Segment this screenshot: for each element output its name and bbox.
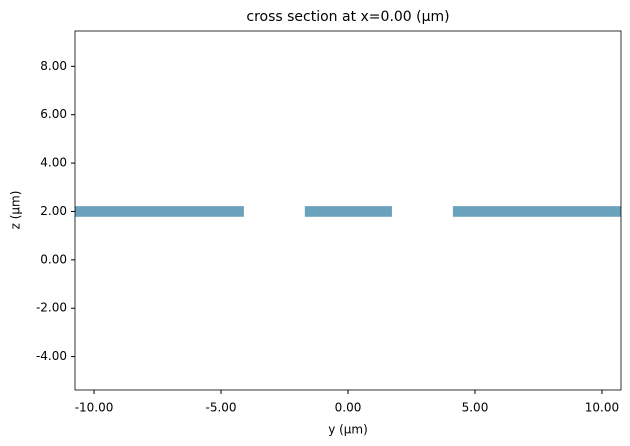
y-tick-label: 8.00 bbox=[40, 59, 67, 73]
x-axis-label: y (μm) bbox=[328, 423, 368, 437]
x-tick-label: -10.00 bbox=[75, 401, 114, 415]
y-tick-label: -4.00 bbox=[36, 349, 67, 363]
x-tick-label: 5.00 bbox=[462, 401, 489, 415]
x-tick-label: 10.00 bbox=[585, 401, 619, 415]
structure-rect bbox=[452, 206, 621, 217]
plot-frame bbox=[74, 30, 622, 391]
y-tick-label: 0.00 bbox=[40, 252, 67, 266]
x-tick-label: -5.00 bbox=[205, 401, 236, 415]
y-tick-label: -2.00 bbox=[36, 301, 67, 315]
y-tick-label: 6.00 bbox=[40, 107, 67, 121]
chart-title: cross section at x=0.00 (μm) bbox=[246, 9, 449, 25]
structure-rect bbox=[75, 206, 244, 217]
y-tick-label: 4.00 bbox=[40, 156, 67, 170]
x-tick-label: 0.00 bbox=[335, 401, 362, 415]
y-tick-label: 2.00 bbox=[40, 204, 67, 218]
y-axis-label: z (μm) bbox=[9, 191, 23, 230]
structure-rect bbox=[304, 206, 392, 217]
